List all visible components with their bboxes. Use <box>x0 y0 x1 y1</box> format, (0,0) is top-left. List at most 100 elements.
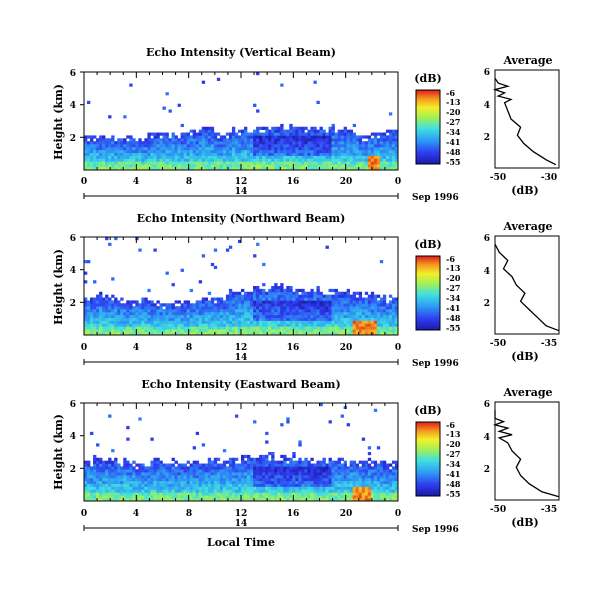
heatmap-cell <box>180 326 184 330</box>
heatmap-cell <box>277 332 281 336</box>
heatmap-cell <box>280 332 284 336</box>
heatmap-cell <box>274 149 278 153</box>
heatmap-cell <box>295 309 299 313</box>
heatmap-cell <box>156 498 160 502</box>
heatmap-cell <box>216 492 221 496</box>
heatmap-cell <box>319 483 323 487</box>
heatmap-cell <box>123 463 127 467</box>
heatmap-cell <box>277 326 281 330</box>
heatmap-cell <box>210 480 215 484</box>
heatmap-cell <box>138 248 142 252</box>
heatmap-cell <box>168 472 172 476</box>
heatmap-cell <box>283 303 287 307</box>
y-tick-label: 4 <box>70 101 76 111</box>
heatmap-cell <box>99 486 103 490</box>
heatmap-cell <box>325 483 329 487</box>
heatmap-cell <box>123 314 127 318</box>
heatmap-cell <box>171 469 175 473</box>
heatmap-cell <box>358 306 363 310</box>
heatmap-cell <box>225 323 230 327</box>
heatmap-cell <box>388 300 393 304</box>
heatmap-cell <box>271 469 275 473</box>
heatmap-cell <box>84 300 88 304</box>
heatmap-cell <box>198 463 203 467</box>
heatmap-cell <box>159 161 163 165</box>
heatmap-cell <box>337 297 341 301</box>
heatmap-cell <box>123 498 127 502</box>
heatmap-cell <box>364 326 369 330</box>
heatmap-cell <box>298 144 302 148</box>
heatmap-cell <box>286 288 290 293</box>
heatmap-cell <box>171 323 175 327</box>
heatmap-cell <box>195 132 200 136</box>
heatmap-cell <box>138 320 142 324</box>
heatmap-cell <box>213 320 218 324</box>
heatmap-cell <box>307 495 311 499</box>
heatmap-cell <box>189 138 193 142</box>
heatmap-cell <box>192 314 197 318</box>
heatmap-cell <box>204 135 209 139</box>
heatmap-cell <box>213 480 218 484</box>
heatmap-cell <box>286 489 290 493</box>
heatmap-cell <box>198 483 203 487</box>
heatmap-cell <box>241 146 245 151</box>
heatmap-cell <box>343 141 347 145</box>
heatmap-cell <box>337 320 341 324</box>
heatmap-cell <box>334 492 338 496</box>
heatmap-cell <box>99 460 103 464</box>
heatmap-cell <box>310 132 314 136</box>
heatmap-cell <box>90 314 94 318</box>
heatmap-cell <box>376 446 381 450</box>
heatmap-cell <box>334 480 338 484</box>
heatmap-cell <box>138 306 142 310</box>
heatmap-cell <box>274 489 278 493</box>
heatmap-cell <box>244 141 248 145</box>
heatmap-cell <box>367 158 372 162</box>
heatmap-cell <box>219 300 224 304</box>
heatmap-cell <box>292 492 296 496</box>
heatmap-cell <box>153 466 157 470</box>
heatmap-cell <box>114 309 118 313</box>
heatmap-cell <box>195 158 200 162</box>
heatmap-cell <box>192 489 197 493</box>
heatmap-cell <box>295 326 299 330</box>
heatmap-cell <box>304 303 308 307</box>
heatmap-cell <box>84 144 88 148</box>
heatmap-cell <box>102 311 106 316</box>
heatmap-cell <box>298 320 302 324</box>
heatmap-cell <box>301 466 305 470</box>
heatmap-cell <box>292 483 296 487</box>
heatmap-cell <box>126 164 130 168</box>
heatmap-cell <box>301 303 305 307</box>
heatmap-cell <box>96 480 100 484</box>
heatmap-cell <box>280 164 284 168</box>
heatmap-cell <box>391 498 396 502</box>
heatmap-cell <box>186 320 190 324</box>
heatmap-cell <box>286 306 290 310</box>
heatmap-cell <box>186 306 190 310</box>
heatmap-cell <box>192 472 197 476</box>
heatmap-cell <box>358 158 363 162</box>
heatmap-cell <box>358 314 363 318</box>
heatmap-cell <box>358 141 363 145</box>
heatmap-cell <box>219 477 224 482</box>
heatmap-cell <box>325 486 329 490</box>
heatmap-cell <box>234 317 239 321</box>
heatmap-cell <box>274 329 278 333</box>
heatmap-cell <box>241 472 245 476</box>
heatmap-cell <box>322 466 326 470</box>
heatmap-cell <box>253 135 257 139</box>
heatmap-cell <box>108 311 112 316</box>
heatmap-cell <box>234 323 239 327</box>
heatmap-cell <box>286 138 290 142</box>
heatmap-cell <box>274 486 278 490</box>
heatmap-cell <box>135 237 139 241</box>
heatmap-cell <box>316 466 320 470</box>
heatmap-cell <box>162 314 166 318</box>
heatmap-cell <box>228 463 233 467</box>
heatmap-cell <box>204 317 209 321</box>
heatmap-cell <box>96 492 100 496</box>
heatmap-cell <box>225 466 230 470</box>
heatmap-cell <box>174 326 178 330</box>
heatmap-cell <box>376 314 381 318</box>
